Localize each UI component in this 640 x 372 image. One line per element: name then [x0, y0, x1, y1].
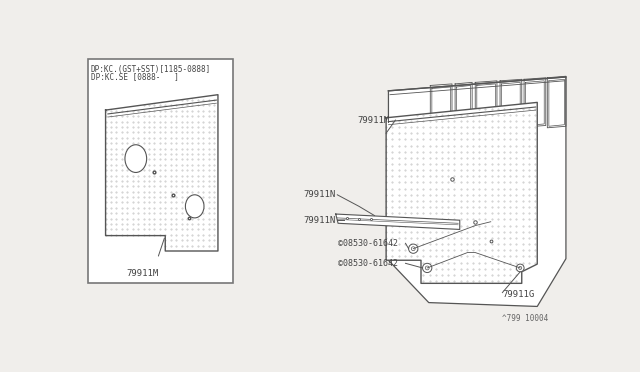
Bar	[88, 58, 234, 283]
Text: 79911N: 79911N	[303, 216, 336, 225]
Polygon shape	[106, 95, 218, 251]
Text: DP:KC.SE [0888-   ]: DP:KC.SE [0888- ]	[91, 73, 179, 81]
Polygon shape	[386, 102, 537, 283]
Circle shape	[412, 247, 415, 251]
Text: 79911M: 79911M	[127, 269, 159, 279]
Text: DP:KC.(GST+SST)[1185-0888]: DP:KC.(GST+SST)[1185-0888]	[91, 65, 211, 74]
Ellipse shape	[125, 145, 147, 173]
Text: 79911M: 79911M	[358, 116, 390, 125]
Circle shape	[518, 266, 522, 269]
Text: 79911G: 79911G	[502, 291, 534, 299]
Text: 79911N: 79911N	[303, 190, 336, 199]
Ellipse shape	[186, 195, 204, 218]
Text: ©08530-61642: ©08530-61642	[338, 259, 398, 268]
Circle shape	[422, 263, 432, 273]
Text: ©08530-61642: ©08530-61642	[338, 239, 398, 248]
Text: ^799 10004: ^799 10004	[502, 314, 548, 323]
Circle shape	[408, 244, 418, 253]
Circle shape	[516, 264, 524, 272]
Polygon shape	[336, 214, 460, 230]
Polygon shape	[388, 77, 566, 307]
Circle shape	[425, 266, 429, 270]
